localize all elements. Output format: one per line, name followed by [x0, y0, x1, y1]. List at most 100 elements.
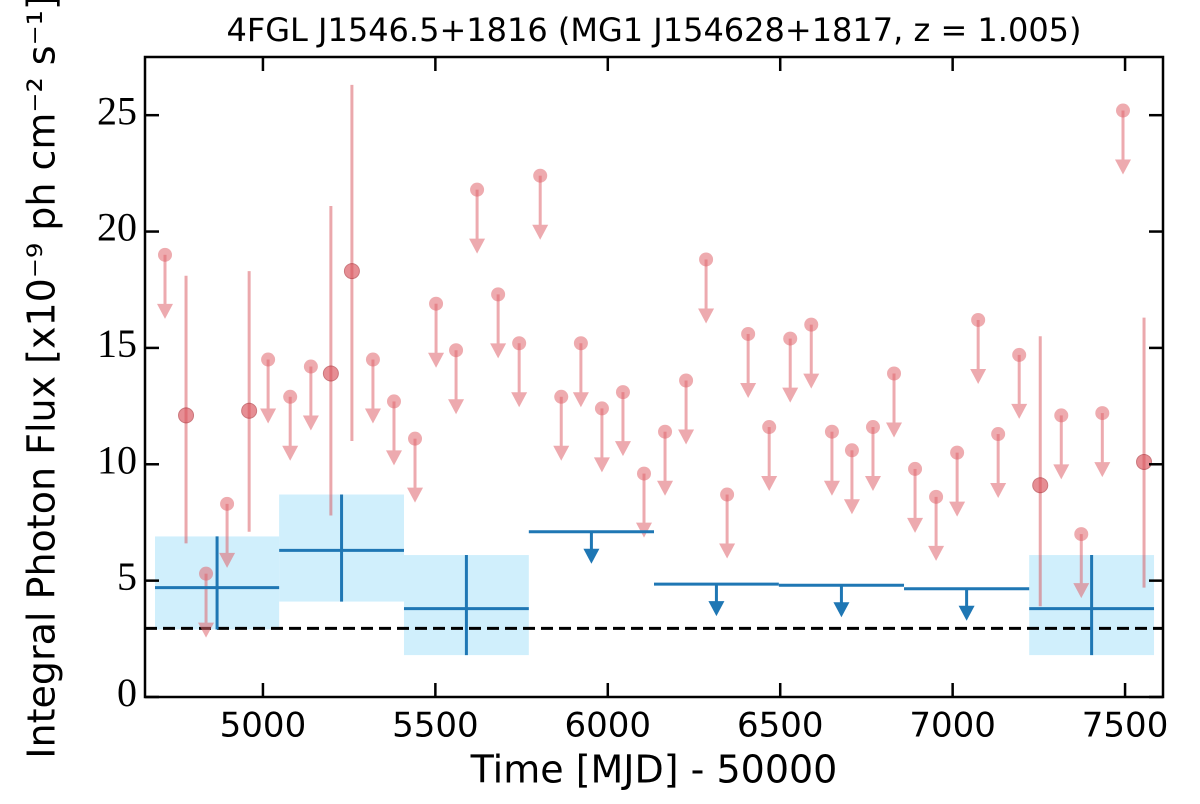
upper-limit-arrow	[385, 401, 402, 466]
upper-limit-point	[220, 496, 235, 511]
upper-limit-arrow	[282, 396, 299, 461]
upper-limit-point	[762, 420, 777, 435]
x-tick-label: 6000	[565, 706, 652, 746]
upper-limit-point	[408, 431, 423, 446]
upper-limit-arrow	[532, 175, 549, 240]
upper-limit-arrow	[593, 408, 610, 473]
upper-limit-point	[533, 168, 548, 183]
upper-limit-point	[844, 443, 859, 458]
upper-limit-point	[1012, 347, 1027, 362]
upper-limit-arrow	[864, 427, 881, 492]
upper-limit-arrow	[678, 380, 695, 445]
upper-limit-point	[491, 287, 506, 302]
upper-limit-point	[283, 389, 298, 404]
upper-limit-arrow	[803, 324, 820, 389]
upper-limit-point	[824, 424, 839, 439]
upper-limit-point	[261, 352, 276, 367]
plot-frame	[143, 55, 1165, 699]
upper-limit-point	[865, 420, 880, 435]
upper-limit-point	[804, 317, 819, 332]
upper-limit-arrow	[782, 338, 799, 403]
upper-limit-arrow	[823, 431, 840, 496]
upper-limit-arrow	[843, 450, 860, 515]
upper-limit-arrow	[1073, 534, 1090, 599]
upper-limit-arrow	[970, 319, 987, 384]
upper-limit-arrow	[490, 294, 507, 359]
upper-limit-arrow	[572, 343, 589, 408]
bin-upper-limit-arrow	[583, 531, 600, 564]
upper-limit-point	[699, 252, 714, 267]
upper-limit-point	[929, 489, 944, 504]
upper-limit-arrow	[1094, 413, 1111, 478]
upper-limit-arrow	[511, 343, 528, 408]
upper-limit-arrow	[198, 573, 215, 638]
upper-limit-point	[1054, 408, 1069, 423]
upper-limit-point	[679, 373, 694, 388]
chart-title: 4FGL J1546.5+1816 (MG1 J154628+1817, z =…	[226, 11, 1081, 49]
upper-limit-point	[1115, 103, 1130, 118]
upper-limit-arrow	[990, 434, 1007, 499]
upper-limit-arrow	[1011, 354, 1028, 419]
upper-limit-arrow	[302, 366, 319, 431]
x-tick-label: 7500	[1082, 706, 1169, 746]
upper-limit-point	[971, 312, 986, 327]
upper-limit-arrow	[886, 373, 903, 438]
upper-limit-arrow	[949, 452, 966, 517]
upper-limit-arrow	[614, 392, 631, 457]
upper-limit-arrow	[1053, 415, 1070, 480]
y-tick-label: 15	[97, 321, 137, 366]
upper-limit-point	[512, 336, 527, 351]
upper-limit-arrow	[407, 438, 424, 503]
upper-limit-arrow	[719, 494, 736, 559]
bin-upper-limit-arrow	[958, 588, 975, 621]
upper-limit-point	[386, 394, 401, 409]
upper-limit-arrow	[553, 396, 570, 461]
upper-limit-point	[1095, 406, 1110, 421]
upper-limit-arrow	[448, 350, 465, 415]
upper-limit-arrow	[698, 259, 715, 324]
upper-limit-arrow	[635, 473, 652, 538]
upper-limit-point	[429, 296, 444, 311]
upper-limit-arrow	[657, 431, 674, 496]
y-tick-label: 25	[97, 88, 137, 133]
upper-limit-arrow	[928, 496, 945, 561]
upper-limit-point	[615, 385, 630, 400]
upper-limit-arrow	[1114, 110, 1131, 175]
upper-limit-point	[199, 566, 214, 581]
upper-limit-point	[741, 326, 756, 341]
bin-upper-limit-arrow	[833, 585, 850, 618]
bin-upper-limit-arrow	[708, 584, 725, 617]
detection-point	[178, 407, 195, 424]
detection-point	[1032, 477, 1049, 494]
upper-limit-arrow	[740, 333, 757, 398]
y-axis-label: Integral Photon Flux [x10⁻⁹ ph cm⁻² s⁻¹]	[20, 0, 64, 759]
upper-limit-arrow	[428, 303, 445, 368]
y-tick-label: 5	[117, 554, 137, 599]
upper-limit-point	[365, 352, 380, 367]
x-tick-label: 6500	[737, 706, 824, 746]
upper-limit-arrow	[219, 503, 236, 568]
upper-limit-arrow	[157, 254, 174, 319]
upper-limit-point	[1074, 527, 1089, 542]
upper-limit-point	[908, 461, 923, 476]
y-tick-label: 10	[97, 437, 137, 482]
upper-limit-point	[573, 336, 588, 351]
upper-limit-point	[636, 466, 651, 481]
upper-limit-arrow	[469, 189, 486, 254]
detection-point	[241, 402, 258, 419]
upper-limit-point	[887, 366, 902, 381]
upper-limit-arrow	[364, 359, 381, 424]
upper-limit-point	[783, 331, 798, 346]
detection-point	[343, 263, 360, 280]
x-tick-label: 5500	[392, 706, 479, 746]
upper-limit-point	[720, 487, 735, 502]
upper-limit-point	[554, 389, 569, 404]
upper-limit-arrow	[761, 427, 778, 492]
upper-limit-point	[303, 359, 318, 374]
upper-limit-point	[658, 424, 673, 439]
x-tick-label: 5000	[220, 706, 307, 746]
y-tick-label: 20	[97, 205, 137, 250]
upper-limit-point	[470, 182, 485, 197]
detection-point	[1136, 453, 1153, 470]
